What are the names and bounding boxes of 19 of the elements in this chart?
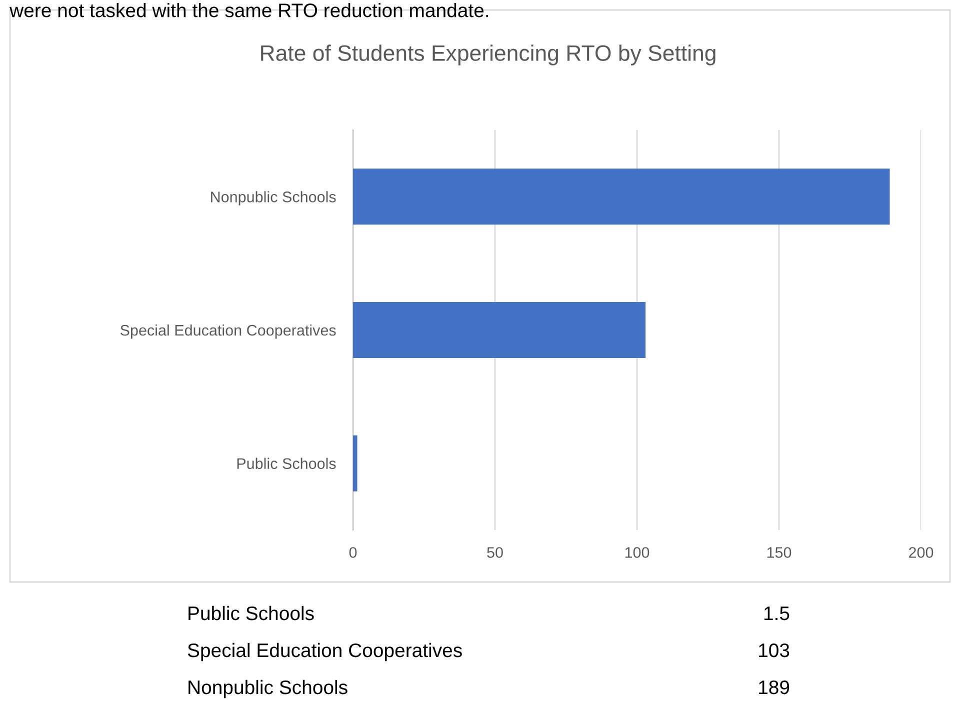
x-tick-label: 200 [909,547,934,558]
y-tick-label: Public Schools [237,458,336,470]
y-tick-label: Nonpublic Schools [211,191,336,206]
x-tick-label: 150 [767,547,792,558]
text: 103 [759,643,790,658]
text: 189 [759,680,790,694]
text: Special Education Cooperatives [188,642,462,662]
text: Public Schools [188,606,314,620]
bar [353,168,890,225]
text: Nonpublic Schools [188,680,348,698]
text: 1.5 [764,606,790,620]
bar [353,435,358,492]
chart-title: Rate of Students Experiencing RTO by Setting [261,44,716,66]
x-tick-label: 0 [349,547,357,558]
y-tick-label: Special Education Cooperatives [120,324,336,339]
x-tick-label: 50 [487,547,503,558]
text: were not tasked with the same RTO reduction mandate. [10,3,488,18]
x-tick-label: 100 [625,547,650,558]
bar [353,302,646,358]
